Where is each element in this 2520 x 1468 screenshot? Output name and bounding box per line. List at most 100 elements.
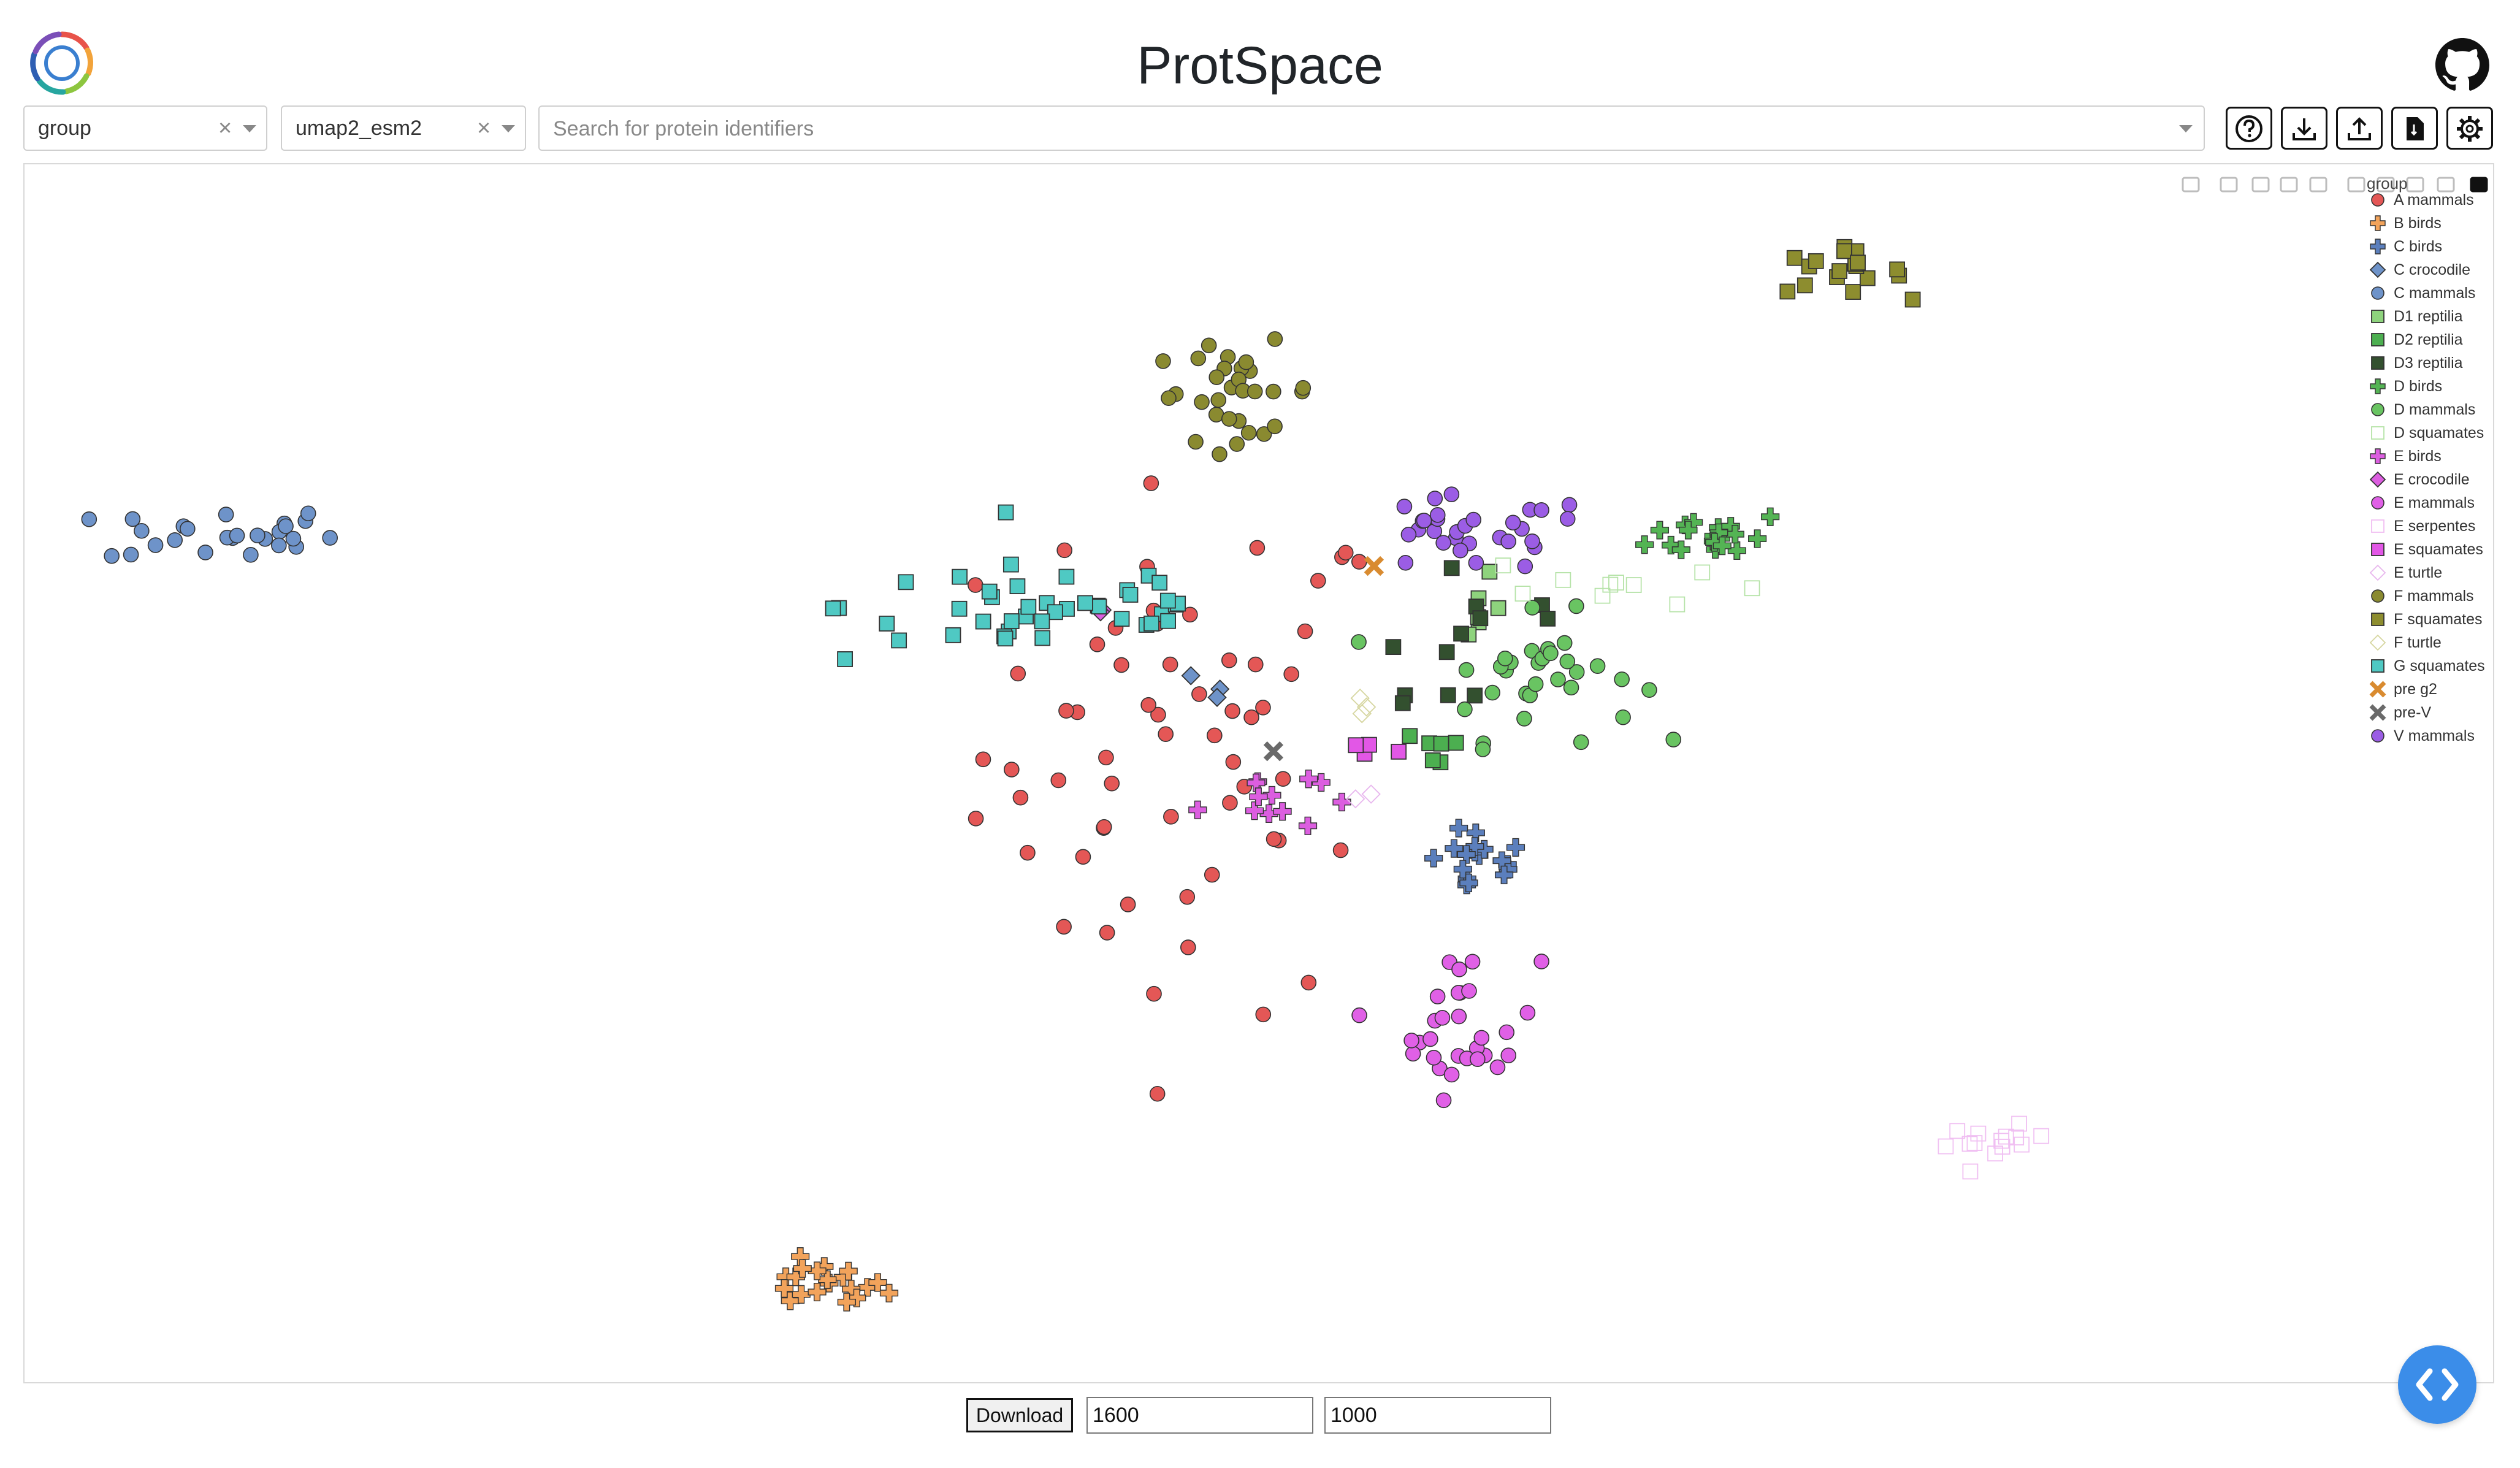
point-d-mammals[interactable]: [1563, 679, 1579, 696]
point-e-mammals[interactable]: [1434, 1010, 1451, 1026]
point-a-mammals[interactable]: [1146, 985, 1162, 1002]
point-f-mammals[interactable]: [1188, 434, 1204, 450]
point-pre-g2[interactable]: [1364, 556, 1384, 576]
point-e-turtle[interactable]: [1361, 784, 1381, 804]
point-a-mammals[interactable]: [1120, 896, 1136, 912]
point-d-mammals[interactable]: [1527, 676, 1544, 692]
point-a-mammals[interactable]: [1104, 775, 1120, 792]
point-c-mammals[interactable]: [197, 545, 213, 560]
point-f-mammals[interactable]: [1295, 380, 1312, 396]
point-d-birds[interactable]: [1712, 537, 1732, 556]
point-a-mammals[interactable]: [1113, 657, 1129, 673]
point-a-mammals[interactable]: [1158, 726, 1174, 742]
point-a-mammals[interactable]: [1180, 939, 1196, 955]
point-d-mammals[interactable]: [1573, 734, 1589, 751]
point-a-mammals[interactable]: [1098, 749, 1114, 766]
point-d-mammals[interactable]: [1516, 711, 1532, 727]
point-e-serpentes[interactable]: [1998, 1128, 2014, 1145]
point-f-mammals[interactable]: [1221, 411, 1237, 427]
point-e-mammals[interactable]: [1473, 1030, 1490, 1046]
point-d-birds[interactable]: [1635, 535, 1654, 554]
point-a-mammals[interactable]: [1337, 545, 1354, 561]
point-c-birds[interactable]: [1457, 845, 1476, 864]
point-d-squamates[interactable]: [1608, 575, 1624, 591]
point-d-mammals[interactable]: [1351, 634, 1367, 650]
home-icon[interactable]: [2437, 177, 2455, 193]
point-e-mammals[interactable]: [1470, 1051, 1486, 1068]
point-a-mammals[interactable]: [1221, 652, 1237, 668]
point-d-squamates[interactable]: [1694, 564, 1711, 581]
point-e-serpentes[interactable]: [1949, 1123, 1966, 1139]
point-f-squamates[interactable]: [1808, 253, 1824, 269]
point-f-mammals[interactable]: [1190, 350, 1207, 367]
point-v-mammals[interactable]: [1559, 511, 1576, 527]
point-d-squamates[interactable]: [1495, 557, 1511, 574]
legend-item-c-crocodile[interactable]: C crocodile: [2369, 261, 2470, 278]
point-e-mammals[interactable]: [1426, 1050, 1442, 1066]
point-e-squamates[interactable]: [1348, 737, 1364, 754]
point-c-mammals[interactable]: [322, 530, 338, 546]
point-f-squamates[interactable]: [1836, 243, 1852, 259]
point-c-crocodile[interactable]: [1181, 666, 1201, 686]
point-c-mammals[interactable]: [123, 546, 139, 563]
point-g-squamates[interactable]: [1034, 613, 1050, 630]
point-a-mammals[interactable]: [1089, 636, 1105, 652]
point-v-mammals[interactable]: [1435, 535, 1451, 551]
point-f-mammals[interactable]: [1256, 426, 1272, 442]
point-a-mammals[interactable]: [1255, 700, 1271, 716]
point-a-mammals[interactable]: [1096, 819, 1112, 835]
point-g-squamates[interactable]: [1113, 611, 1130, 627]
point-c-mammals[interactable]: [243, 546, 259, 563]
point-c-birds[interactable]: [1445, 839, 1464, 858]
point-e-turtle[interactable]: [1346, 789, 1365, 809]
point-b-birds[interactable]: [808, 1282, 827, 1302]
point-pre-v[interactable]: [1263, 741, 1284, 762]
download-image-button[interactable]: Download: [966, 1398, 1073, 1432]
point-d-mammals[interactable]: [1543, 645, 1559, 662]
point-f-mammals[interactable]: [1161, 390, 1177, 407]
github-icon[interactable]: [2435, 38, 2489, 92]
point-d-birds[interactable]: [1662, 535, 1681, 555]
point-v-mammals[interactable]: [1397, 554, 1414, 571]
point-d3-reptilia[interactable]: [1540, 610, 1556, 627]
code-toggle-button[interactable]: [2398, 1345, 2476, 1424]
clear-icon[interactable]: ×: [477, 115, 491, 141]
point-e-mammals[interactable]: [1519, 1004, 1536, 1021]
point-v-mammals[interactable]: [1453, 542, 1468, 559]
protein-search-dropdown[interactable]: [538, 105, 2205, 151]
point-a-mammals[interactable]: [1163, 809, 1179, 825]
point-e-birds[interactable]: [1188, 800, 1207, 819]
point-e-serpentes[interactable]: [1987, 1145, 2003, 1162]
point-a-mammals[interactable]: [1191, 686, 1207, 702]
point-d-mammals[interactable]: [1615, 709, 1631, 725]
point-d1-reptilia[interactable]: [1481, 564, 1498, 580]
point-a-mammals[interactable]: [1099, 925, 1115, 941]
point-a-mammals[interactable]: [1162, 656, 1178, 673]
point-c-birds[interactable]: [1465, 837, 1484, 856]
point-d-mammals[interactable]: [1484, 684, 1500, 701]
point-c-mammals[interactable]: [124, 511, 141, 527]
point-e-mammals[interactable]: [1405, 1046, 1421, 1062]
point-e-serpentes[interactable]: [1961, 1136, 1978, 1152]
legend-item-d-mammals[interactable]: D mammals: [2371, 401, 2475, 418]
point-b-birds[interactable]: [793, 1259, 812, 1278]
projection-dropdown[interactable]: umap2_esm2 ×: [281, 105, 526, 151]
point-f-squamates[interactable]: [1796, 277, 1813, 294]
point-e-serpentes[interactable]: [1993, 1133, 2010, 1149]
point-a-mammals[interactable]: [1075, 849, 1091, 865]
point-c-birds[interactable]: [1424, 849, 1443, 868]
point-d-mammals[interactable]: [1665, 732, 1682, 747]
point-a-mammals[interactable]: [1056, 919, 1072, 935]
point-v-mammals[interactable]: [1561, 497, 1578, 513]
point-e-mammals[interactable]: [1429, 988, 1446, 1004]
point-f-turtle[interactable]: [1352, 704, 1372, 724]
point-e-serpentes[interactable]: [1966, 1135, 1983, 1151]
point-d-mammals[interactable]: [1556, 635, 1573, 651]
zoom-icon[interactable]: [2220, 177, 2238, 193]
point-a-mammals[interactable]: [1222, 795, 1238, 811]
point-g-squamates[interactable]: [898, 574, 914, 591]
point-e-serpentes[interactable]: [1970, 1125, 1987, 1142]
point-d-squamates[interactable]: [1669, 596, 1686, 613]
point-d3-reptilia[interactable]: [1438, 644, 1455, 660]
image-width-input[interactable]: [1086, 1397, 1313, 1434]
